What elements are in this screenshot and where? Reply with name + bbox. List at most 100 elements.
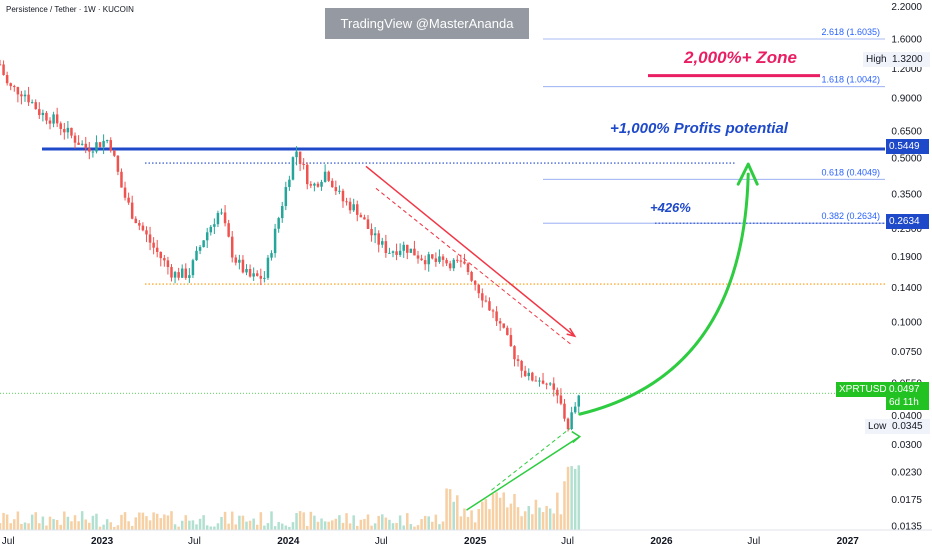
volume-bar	[484, 499, 488, 530]
candle-body	[202, 240, 205, 248]
candle-body	[313, 183, 316, 186]
candle-body	[41, 112, 45, 116]
high-label: High	[863, 52, 890, 67]
candle-body	[391, 251, 395, 253]
volume-bar	[91, 515, 95, 530]
candle-body	[205, 232, 209, 241]
candle-body	[534, 380, 538, 382]
volume-bar	[531, 514, 534, 530]
volume-bar	[63, 511, 66, 530]
candle-body	[163, 258, 166, 261]
fib-level-label: 1.618 (1.0042)	[821, 75, 880, 85]
candle-body	[338, 190, 341, 192]
volume-bar	[16, 511, 20, 530]
volume-bar	[359, 519, 363, 530]
y-tick-label: 0.1900	[891, 252, 922, 263]
candle-body	[513, 346, 516, 360]
volume-bar	[170, 511, 173, 530]
candle-body	[70, 127, 73, 136]
candle-body	[123, 187, 127, 198]
volume-bar	[516, 507, 520, 530]
candle-body	[352, 204, 355, 211]
volume-bar	[495, 492, 498, 530]
candle-body	[80, 143, 84, 145]
volume-bar	[48, 516, 52, 530]
candle-body	[423, 260, 427, 265]
price-axis[interactable]: 2.2000 1.6000 1.2000 0.9000 0.6500 0.5000 0.35…	[885, 0, 932, 550]
x-tick-label: 2023	[91, 536, 114, 547]
time-axis[interactable]: Jul 2023 Jul 2024 Jul 2025 Jul 2026 Jul 2027	[0, 529, 932, 547]
price-axis-bg	[885, 0, 932, 550]
volume-bar	[348, 523, 352, 530]
candle-body	[495, 311, 498, 322]
volume-bar	[241, 515, 245, 530]
volume-bar	[559, 514, 563, 530]
candle-body	[98, 142, 102, 147]
candle-body	[377, 233, 380, 245]
candle-body	[166, 260, 170, 268]
volume-bar	[30, 514, 34, 530]
candle-body	[573, 406, 577, 413]
volume-bar	[420, 519, 423, 530]
volume-bar	[238, 515, 241, 530]
candle-body	[102, 140, 105, 147]
candle-body	[316, 183, 320, 187]
volume-bar	[534, 499, 538, 530]
candle-body	[263, 277, 266, 279]
volume-bar	[138, 512, 141, 530]
volume-bar	[202, 515, 205, 530]
volume-bar	[423, 515, 427, 530]
volume-bar	[441, 521, 445, 530]
candle-body	[477, 284, 480, 294]
volume-bar	[538, 507, 541, 530]
volume-bar	[188, 520, 191, 530]
candle-body	[280, 206, 284, 219]
volume-bar	[338, 515, 341, 530]
candle-body	[356, 204, 359, 215]
volume-bar	[159, 518, 163, 530]
symbol-title: Persistence / Tether · 1W · KUCOIN	[6, 5, 134, 14]
volume-bar	[341, 522, 345, 530]
candle-body	[238, 259, 241, 263]
resistance-price-tag: 0.5449	[886, 139, 929, 154]
volume-bar	[541, 512, 545, 530]
candle-body	[459, 260, 463, 262]
volume-bar	[73, 515, 77, 530]
volume-bar	[427, 516, 430, 530]
candle-body	[105, 140, 109, 142]
y-tick-label: 0.3500	[891, 190, 922, 201]
volume-bar	[123, 512, 127, 530]
candle-body	[73, 135, 77, 143]
low-value: 0.0345	[889, 419, 930, 434]
volume-bar	[152, 512, 155, 530]
volume-bar	[5, 514, 9, 530]
candle-body	[420, 258, 423, 261]
candle-body	[488, 301, 491, 311]
candle-body	[438, 256, 441, 262]
candle-body	[245, 268, 248, 273]
volume-bar	[566, 466, 570, 530]
downtrend-dashed	[375, 187, 572, 345]
volume-bar	[434, 514, 438, 530]
volume-bar	[34, 512, 37, 530]
candle-body	[77, 142, 80, 145]
volume-bar	[491, 493, 495, 530]
candle-body	[220, 212, 223, 214]
volume-bar	[413, 526, 416, 530]
volume-bar	[452, 501, 455, 530]
candle-body	[109, 140, 113, 151]
y-tick-label: 1.2000	[891, 64, 922, 75]
volume-bar	[52, 519, 55, 530]
volume-bar	[520, 516, 523, 530]
volume-bar	[388, 519, 391, 530]
volume-bar	[573, 468, 577, 530]
candle-body	[120, 171, 123, 188]
volume-bar	[77, 521, 80, 530]
candle-body	[88, 148, 91, 152]
volume-bar	[230, 511, 234, 530]
y-tick-label: 0.0750	[891, 347, 922, 358]
candle-body	[248, 268, 252, 277]
candle-body	[270, 253, 273, 258]
candle-body	[227, 223, 230, 237]
